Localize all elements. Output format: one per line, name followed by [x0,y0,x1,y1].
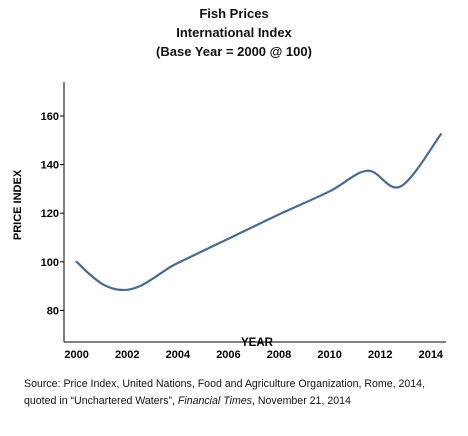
x-tick-label: 2008 [267,349,291,361]
chart-titles: Fish Prices International Index (Base Ye… [0,4,468,61]
x-tick-label: 2000 [64,349,88,361]
x-tick-label: 2004 [166,349,191,361]
chart-title: Fish Prices [199,6,269,21]
y-axis-label: PRICE INDEX [12,169,24,240]
y-tick-label: 140 [41,160,59,172]
x-tick-label: 2006 [216,349,240,361]
y-tick-label: 100 [41,257,59,269]
source-text: Source: Price Index, United Nations, Foo… [24,378,426,407]
x-tick-label: 2012 [368,349,392,361]
x-axis-label: YEAR [241,337,274,349]
chart-base-year-note: (Base Year = 2000 @ 100) [156,44,312,59]
x-tick-label: 2010 [317,349,341,361]
x-tick-label: 2014 [419,349,444,361]
source-date: , November 21, 2014 [251,395,351,407]
y-axis-ticks: 80 100 120 140 160 [41,111,64,317]
chart-subtitle: International Index [176,25,292,40]
chart-series [75,133,442,292]
x-axis-ticks: 2000 2002 2004 2006 2008 2010 2012 2014 [64,349,444,361]
source-note: Source: Price Index, United Nations, Foo… [24,376,460,410]
y-tick-label: 80 [47,305,59,317]
x-tick-label: 2002 [115,349,139,361]
price-index-line [75,133,442,292]
chart-axes [63,82,446,343]
y-tick-label: 160 [41,111,59,123]
y-tick-label: 120 [41,208,59,220]
source-publication: Financial Times [177,395,252,407]
